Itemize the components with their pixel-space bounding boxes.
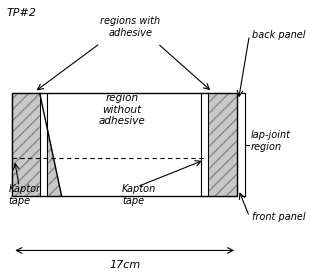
Polygon shape bbox=[12, 93, 62, 196]
Text: Kapton
tape: Kapton tape bbox=[8, 184, 42, 206]
Text: 17cm: 17cm bbox=[109, 260, 140, 270]
Text: back panel: back panel bbox=[252, 30, 306, 40]
Text: front panel: front panel bbox=[252, 212, 306, 222]
Text: lap-joint
region: lap-joint region bbox=[250, 130, 290, 152]
Polygon shape bbox=[40, 93, 46, 196]
Bar bbox=[12, 93, 237, 196]
Text: regions with
adhesive: regions with adhesive bbox=[100, 16, 160, 38]
Text: Kapton
tape: Kapton tape bbox=[122, 184, 156, 206]
Text: region
without
adhesive: region without adhesive bbox=[99, 93, 145, 126]
Polygon shape bbox=[202, 93, 237, 196]
Text: TP#2: TP#2 bbox=[7, 8, 37, 18]
Polygon shape bbox=[202, 93, 208, 196]
